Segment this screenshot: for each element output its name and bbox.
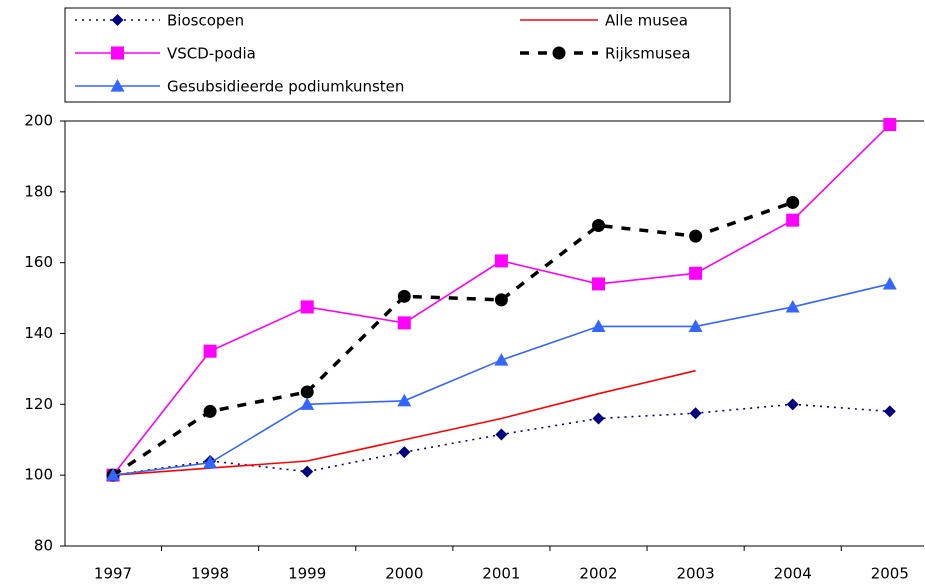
y-tick-label: 140 (24, 324, 53, 342)
legend-label: Rijksmusea (605, 45, 691, 63)
legend-marker (552, 46, 566, 60)
data-point (592, 277, 605, 291)
data-point (689, 266, 703, 280)
data-point (883, 118, 897, 132)
data-point (786, 213, 800, 227)
legend-label: Bioscopen (167, 12, 244, 30)
data-point (494, 293, 508, 307)
legend-box (64, 7, 731, 103)
y-tick-label: 80 (34, 537, 53, 555)
x-tick-label: 2003 (677, 565, 715, 583)
data-point (203, 344, 217, 358)
data-point (689, 407, 702, 420)
data-point (494, 254, 508, 268)
y-tick-label: 200 (24, 112, 53, 130)
data-point (203, 455, 218, 469)
data-point (786, 398, 799, 411)
x-tick-label: 1998 (191, 565, 229, 583)
data-point (397, 393, 412, 407)
legend-label: VSCD-podia (167, 45, 256, 63)
data-point (494, 353, 509, 366)
series-line (112, 369, 696, 476)
y-tick-label: 100 (24, 466, 53, 484)
data-point (689, 229, 703, 243)
x-tick-label: 2002 (579, 565, 617, 583)
x-tick-label: 2004 (774, 565, 812, 583)
data-point (883, 405, 896, 418)
y-tick-label: 180 (24, 182, 53, 200)
x-tick-label: 1997 (94, 565, 132, 583)
x-tick-label: 2005 (871, 565, 909, 583)
data-point (688, 319, 703, 333)
x-tick-label: 2001 (482, 565, 520, 583)
data-point (785, 299, 800, 313)
data-point (592, 412, 605, 425)
data-point (786, 195, 800, 209)
legend-label: Alle musea (605, 12, 688, 30)
data-point (203, 404, 217, 418)
data-point (106, 468, 120, 481)
legend-label: Gesubsidieerde podiumkunsten (167, 78, 404, 96)
y-tick-label: 120 (24, 395, 53, 413)
data-point (397, 316, 411, 330)
data-point (300, 385, 314, 399)
data-point (301, 465, 314, 478)
x-tick-label: 1999 (288, 565, 326, 583)
data-point (397, 289, 411, 303)
data-point (300, 300, 314, 314)
series-line (112, 200, 794, 477)
data-point (591, 319, 606, 333)
data-point (882, 276, 897, 290)
x-tick-label: 2000 (385, 565, 423, 583)
data-point (300, 397, 315, 410)
data-point (398, 446, 411, 459)
legend-marker (110, 79, 125, 92)
legend-marker (111, 14, 124, 26)
data-point (592, 218, 605, 232)
legend-marker (111, 46, 124, 60)
data-point (495, 428, 508, 441)
y-tick-label: 160 (24, 253, 53, 271)
series-line (112, 283, 890, 476)
